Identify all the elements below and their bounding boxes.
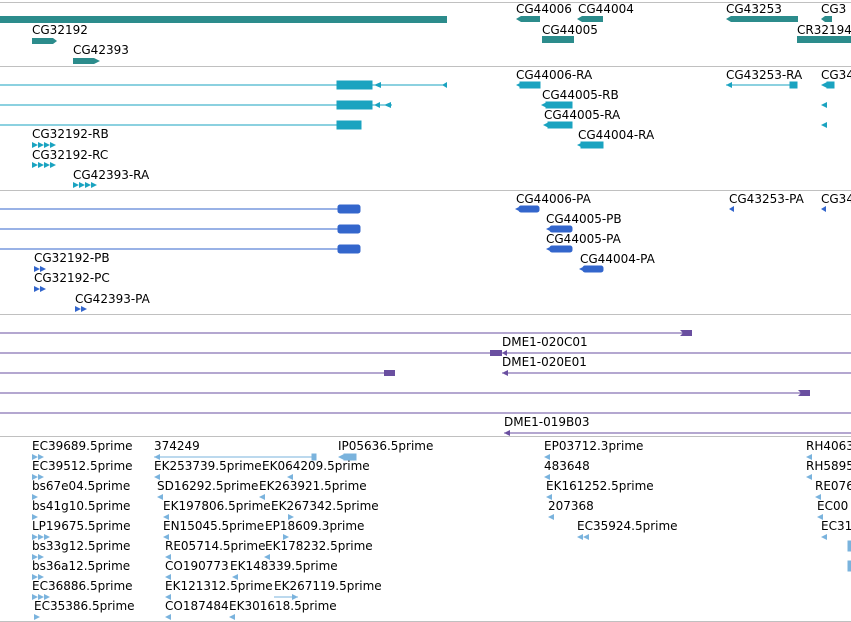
est-label: 207368: [548, 499, 594, 513]
track-separator: [0, 2, 851, 3]
protein-label: CG44005-PB: [546, 212, 622, 226]
est-label: bs33g12.5prime: [32, 539, 131, 553]
protein-track: [0, 204, 826, 312]
transcript-label: CG32192-RB: [32, 127, 109, 141]
est-track: [32, 453, 851, 620]
clone-label: DME1-020E01: [502, 355, 587, 369]
transcript-exon[interactable]: [519, 81, 541, 89]
gene-feature[interactable]: [0, 16, 447, 23]
est-label: EC35924.5prime: [577, 519, 678, 533]
protein-label: CG32192-PC: [34, 271, 110, 285]
est-label: EK301618.5prime: [229, 599, 337, 613]
est-label: IP05636.5prime: [338, 439, 434, 453]
gene-label: CG42393: [73, 43, 129, 57]
est-label: EK253739.5prime: [154, 459, 262, 473]
gene-label: CG44005: [542, 23, 598, 37]
transcript-label: CG44006-RA: [516, 68, 593, 82]
transcript-track: [0, 80, 835, 188]
est-label: LP19675.5prime: [32, 519, 131, 533]
transcript-exon[interactable]: [336, 100, 373, 110]
est-label: EP18609.3prime: [265, 519, 365, 533]
est-label: EN15045.5prime: [163, 519, 265, 533]
gene-feature[interactable]: [516, 16, 540, 22]
clone-track: [0, 330, 851, 436]
protein-feature[interactable]: [337, 224, 361, 234]
protein-feature[interactable]: [582, 265, 604, 273]
est-label: EK064209.5prime: [262, 459, 370, 473]
gene-feature[interactable]: [821, 16, 832, 22]
transcript-label: CG44005-RB: [542, 88, 619, 102]
est-label: bs41g10.5prime: [32, 499, 131, 513]
transcript-label: CG42393-RA: [73, 168, 150, 182]
est-label: EC39689.5prime: [32, 439, 133, 453]
gene-label: CG32192: [32, 23, 88, 37]
est-label: EK148339.5prime: [230, 559, 338, 573]
est-label: CO187484: [165, 599, 229, 613]
gene-label: CG43253: [726, 2, 782, 16]
protein-label: CG44004-PA: [580, 252, 655, 266]
est-label: EK161252.5prime: [546, 479, 654, 493]
protein-feature[interactable]: [337, 204, 361, 214]
est-label: RH4063: [806, 439, 851, 453]
track-separator: [0, 66, 851, 67]
est-label: EC31: [821, 519, 851, 533]
gene-label: CG44004: [578, 2, 634, 16]
transcript-exon[interactable]: [336, 80, 373, 90]
protein-label: CG43253-PA: [729, 192, 804, 206]
est-label: EK263921.5prime: [259, 479, 367, 493]
gene-track: [0, 16, 851, 64]
est-label: EP03712.3prime: [544, 439, 644, 453]
est-label: EC35386.5prime: [34, 599, 135, 613]
gene-feature[interactable]: [577, 16, 603, 22]
gene-feature[interactable]: [542, 36, 574, 43]
protein-label: CG44005-PA: [546, 232, 621, 246]
clone-label: DME1-019B03: [504, 415, 590, 429]
track-separator: [0, 436, 851, 437]
est-label: EK197806.5prime: [163, 499, 271, 513]
gene-feature[interactable]: [32, 38, 57, 44]
clone-label: DME1-020C01: [502, 335, 588, 349]
protein-feature[interactable]: [549, 245, 573, 253]
est-label: 483648: [544, 459, 590, 473]
transcript-label: CG44004-RA: [578, 128, 655, 142]
gene-feature[interactable]: [797, 36, 851, 43]
gene-label: CG44006: [516, 2, 572, 16]
est-label: EK178232.5prime: [265, 539, 373, 553]
protein-label: CG34: [821, 192, 851, 206]
gene-feature[interactable]: [726, 16, 798, 22]
protein-feature[interactable]: [337, 244, 361, 254]
transcript-exon[interactable]: [547, 121, 573, 129]
protein-label: CG44006-PA: [516, 192, 591, 206]
est-label: bs67e04.5prime: [32, 479, 131, 493]
gene-feature[interactable]: [73, 58, 100, 64]
transcript-label: CG32192-RC: [32, 148, 109, 162]
est-label: EK121312.5prime: [165, 579, 273, 593]
est-label: RE05714.5prime: [165, 539, 266, 553]
protein-feature[interactable]: [518, 205, 540, 213]
track-separator: [0, 190, 851, 191]
protein-label: CG32192-PB: [34, 251, 110, 265]
est-label: EC00: [817, 499, 849, 513]
transcript-exon[interactable]: [336, 120, 362, 130]
est-label: EK267342.5prime: [271, 499, 379, 513]
est-label: EC39512.5prime: [32, 459, 133, 473]
est-label: RH5895: [806, 459, 851, 473]
gene-label: CR32194: [797, 23, 851, 37]
est-label: 374249: [154, 439, 200, 453]
track-separator: [0, 314, 851, 315]
transcript-exon[interactable]: [580, 141, 604, 149]
est-label: SD16292.5prime: [157, 479, 259, 493]
transcript-label: CG44005-RA: [544, 108, 621, 122]
est-label: EC36886.5prime: [32, 579, 133, 593]
protein-label: CG42393-PA: [75, 292, 150, 306]
est-label: RE076: [815, 479, 851, 493]
est-label: bs36a12.5prime: [32, 559, 131, 573]
gene-label: CG3: [821, 2, 847, 16]
transcript-label: CG43253-RA: [726, 68, 803, 82]
est-label: CO190773: [165, 559, 229, 573]
est-label: EK267119.5prime: [274, 579, 382, 593]
transcript-label: CG34: [821, 68, 851, 82]
